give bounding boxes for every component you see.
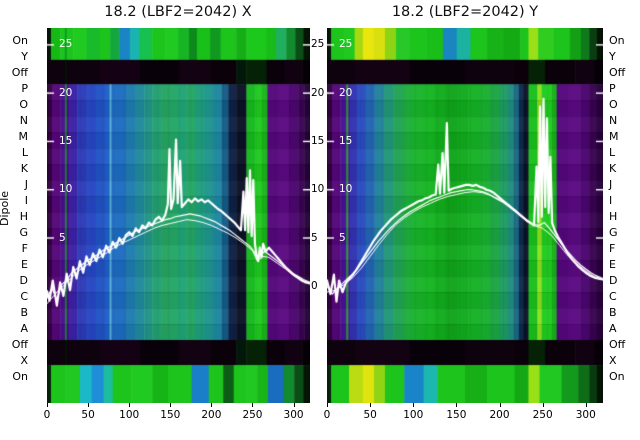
amplitude-tick-label-inner-20: 20 bbox=[339, 86, 353, 99]
row-label-right-e-14: E bbox=[609, 257, 616, 271]
row-label-right-off-19: Off bbox=[609, 337, 626, 351]
row-label-right-j-9: J bbox=[609, 177, 613, 191]
row-label-left-o-4: O bbox=[19, 97, 28, 111]
amplitude-tick-label-inner-15: 15 bbox=[59, 134, 73, 147]
x-tick-label-y-300: 300 bbox=[575, 409, 596, 421]
row-label-left-i-10: I bbox=[24, 193, 28, 207]
row-label-right-n-5: N bbox=[609, 113, 618, 127]
x-tick-label-x-300: 300 bbox=[283, 409, 304, 421]
row-label-right-l-7: L bbox=[609, 145, 616, 159]
x-tick-mark-250 bbox=[252, 403, 254, 407]
amplitude-tick-label-mid-20: 20 bbox=[311, 86, 325, 99]
row-label-right-c-16: C bbox=[609, 289, 617, 303]
row-label-left-j-9: J bbox=[24, 177, 28, 191]
amplitude-tick-label-inner-20: 20 bbox=[59, 86, 73, 99]
heatmap-panel-y bbox=[327, 28, 603, 403]
row-label-right-y-1: Y bbox=[609, 49, 616, 63]
row-label-right-b-17: B bbox=[609, 305, 617, 319]
row-label-left-m-6: M bbox=[18, 129, 29, 143]
x-tick-mark-50 bbox=[88, 403, 90, 407]
row-label-left-b-17: B bbox=[20, 305, 28, 319]
x-tick-mark-300 bbox=[585, 403, 587, 407]
x-tick-label-y-200: 200 bbox=[489, 409, 510, 421]
amplitude-tick-label-inner-15: 15 bbox=[339, 134, 353, 147]
row-label-left-e-14: E bbox=[21, 257, 28, 271]
x-tick-label-x-100: 100 bbox=[119, 409, 140, 421]
amplitude-tick-label-inner-5: 5 bbox=[339, 231, 346, 244]
row-label-right-a-18: A bbox=[609, 321, 617, 335]
row-label-right-on-0: On bbox=[609, 33, 625, 47]
x-tick-label-x-200: 200 bbox=[201, 409, 222, 421]
x-tick-label-y-150: 150 bbox=[446, 409, 467, 421]
x-tick-mark-150 bbox=[456, 403, 458, 407]
amplitude-tick-label-inner-10: 10 bbox=[339, 183, 353, 196]
row-label-right-h-11: H bbox=[609, 209, 618, 223]
row-label-right-d-15: D bbox=[609, 273, 618, 287]
amplitude-tick-label-inner-10: 10 bbox=[59, 183, 73, 196]
x-tick-label-y-50: 50 bbox=[363, 409, 377, 421]
row-label-left-k-8: K bbox=[20, 161, 28, 175]
right-panel-title: 18.2 (LBF2=2042) Y bbox=[391, 4, 539, 20]
row-label-right-x-20: X bbox=[609, 353, 617, 367]
x-tick-label-x-0: 0 bbox=[43, 409, 51, 421]
x-tick-mark-150 bbox=[170, 403, 172, 407]
row-label-left-f-13: F bbox=[21, 241, 28, 255]
x-tick-mark-50 bbox=[370, 403, 372, 407]
row-label-left-on-21: On bbox=[12, 369, 28, 383]
amplitude-tick-label-inner-25: 25 bbox=[59, 38, 73, 51]
x-tick-mark-300 bbox=[293, 403, 295, 407]
row-label-right-off-2: Off bbox=[609, 65, 626, 79]
row-label-right-f-13: F bbox=[609, 241, 616, 255]
row-label-right-on-21: On bbox=[609, 369, 625, 383]
x-tick-label-x-250: 250 bbox=[242, 409, 263, 421]
x-tick-mark-100 bbox=[413, 403, 415, 407]
row-label-left-a-18: A bbox=[20, 321, 28, 335]
row-label-left-x-20: X bbox=[20, 353, 28, 367]
row-label-right-i-10: I bbox=[609, 193, 613, 207]
x-tick-mark-0 bbox=[327, 403, 328, 407]
row-label-left-h-11: H bbox=[19, 209, 28, 223]
row-label-right-o-4: O bbox=[609, 97, 618, 111]
amplitude-tick-label-inner-25: 25 bbox=[339, 38, 353, 51]
x-tick-mark-250 bbox=[542, 403, 544, 407]
row-label-left-on-0: On bbox=[12, 33, 28, 47]
x-tick-label-y-0: 0 bbox=[323, 409, 331, 421]
row-label-right-p-3: P bbox=[609, 81, 616, 95]
row-label-left-d-15: D bbox=[19, 273, 28, 287]
amplitude-tick-label-mid-25: 25 bbox=[311, 38, 325, 51]
left-panel-title: 18.2 (LBF2=2042) X bbox=[104, 4, 252, 20]
x-tick-mark-200 bbox=[211, 403, 213, 407]
row-label-left-off-19: Off bbox=[11, 337, 28, 351]
x-tick-label-x-150: 150 bbox=[160, 409, 181, 421]
amplitude-tick-label-mid-10: 10 bbox=[311, 183, 325, 196]
amplitude-tick-label-mid-0: 0 bbox=[311, 279, 318, 292]
amplitude-tick-label-mid-15: 15 bbox=[311, 134, 325, 147]
row-label-right-m-6: M bbox=[609, 129, 619, 143]
row-label-left-n-5: N bbox=[19, 113, 28, 127]
row-label-right-g-12: G bbox=[609, 225, 618, 239]
row-label-left-p-3: P bbox=[21, 81, 28, 95]
row-label-right-k-8: K bbox=[609, 161, 617, 175]
amplitude-tick-label-mid-5: 5 bbox=[311, 231, 318, 244]
x-tick-label-y-100: 100 bbox=[403, 409, 424, 421]
row-label-left-y-1: Y bbox=[21, 49, 28, 63]
x-tick-label-y-250: 250 bbox=[532, 409, 553, 421]
amplitude-tick-label-inner-5: 5 bbox=[59, 231, 66, 244]
row-label-left-off-2: Off bbox=[11, 65, 28, 79]
x-tick-mark-100 bbox=[129, 403, 131, 407]
x-tick-label-x-50: 50 bbox=[81, 409, 95, 421]
x-tick-mark-0 bbox=[47, 403, 48, 407]
row-label-left-l-7: L bbox=[21, 145, 28, 159]
heatmap-panel-x bbox=[47, 28, 310, 403]
row-label-left-c-16: C bbox=[20, 289, 28, 303]
row-label-left-g-12: G bbox=[19, 225, 28, 239]
x-tick-mark-200 bbox=[499, 403, 501, 407]
